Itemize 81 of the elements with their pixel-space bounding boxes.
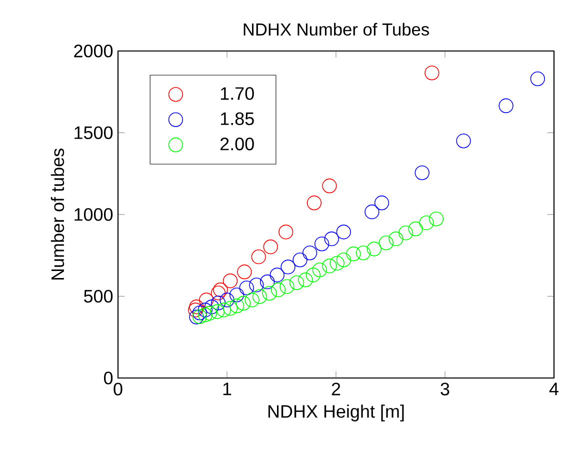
point [289, 275, 304, 290]
point [388, 232, 404, 246]
chart-title: NDHX Number of Tubes [244, 22, 429, 36]
point [366, 242, 382, 256]
point [336, 224, 351, 240]
point [210, 296, 226, 310]
point [270, 282, 286, 298]
point [216, 302, 232, 318]
y-tick-label: 1500 [74, 126, 113, 140]
point [192, 309, 208, 324]
legend-label: 1.85 [220, 112, 254, 126]
y-tick-label: 2000 [74, 44, 113, 58]
point [270, 268, 284, 282]
point [428, 212, 444, 226]
point [222, 301, 238, 316]
point [330, 256, 344, 271]
point [237, 264, 252, 280]
point [530, 71, 545, 86]
point [322, 178, 337, 194]
point [378, 236, 394, 250]
point [210, 286, 226, 300]
point [292, 252, 308, 268]
point [324, 232, 339, 246]
y-axis-title: Number of tubes [50, 148, 64, 280]
point [314, 236, 330, 252]
point [374, 196, 390, 210]
point [306, 196, 322, 210]
point [456, 134, 471, 148]
point [398, 226, 414, 240]
point [229, 298, 244, 314]
legend-label: 2.00 [220, 138, 254, 150]
point [202, 306, 217, 321]
point [198, 302, 213, 318]
point [189, 310, 204, 324]
point [262, 286, 277, 301]
legend-label: 1.70 [220, 87, 254, 100]
point [192, 306, 208, 320]
point [189, 300, 204, 314]
point [419, 215, 434, 230]
point [188, 302, 203, 318]
point [356, 246, 371, 260]
y-tick-label: 0 [104, 372, 113, 384]
x-tick-label: 1 [223, 382, 232, 396]
point [280, 279, 294, 294]
point [298, 272, 313, 288]
y-tick-label: 1000 [74, 208, 113, 221]
x-tick-label: 4 [549, 382, 558, 396]
point [322, 258, 337, 274]
point [408, 222, 423, 236]
point [414, 165, 430, 180]
point [280, 260, 296, 274]
point [249, 278, 264, 292]
point [198, 308, 213, 322]
point [302, 246, 318, 260]
point [236, 296, 251, 311]
point [312, 262, 327, 278]
point [198, 292, 214, 308]
point [213, 282, 228, 298]
point [336, 252, 351, 268]
point [222, 274, 238, 288]
point [239, 280, 254, 296]
x-tick-label: 0 [114, 382, 122, 396]
point [244, 292, 260, 308]
point [252, 289, 268, 304]
y-tick-label: 500 [84, 290, 113, 303]
point [210, 304, 225, 319]
point [251, 250, 266, 264]
point [220, 292, 234, 308]
x-tick-label: 2 [332, 382, 340, 396]
point [306, 268, 320, 282]
point [424, 66, 440, 80]
point [263, 240, 278, 254]
point [364, 204, 380, 220]
point [229, 288, 244, 302]
point [204, 300, 220, 314]
point [278, 224, 294, 240]
point [498, 98, 514, 114]
x-tick-label: 3 [440, 382, 450, 396]
x-axis-title: NDHX Height [m] [268, 404, 404, 422]
point [346, 246, 361, 262]
point [260, 274, 275, 290]
